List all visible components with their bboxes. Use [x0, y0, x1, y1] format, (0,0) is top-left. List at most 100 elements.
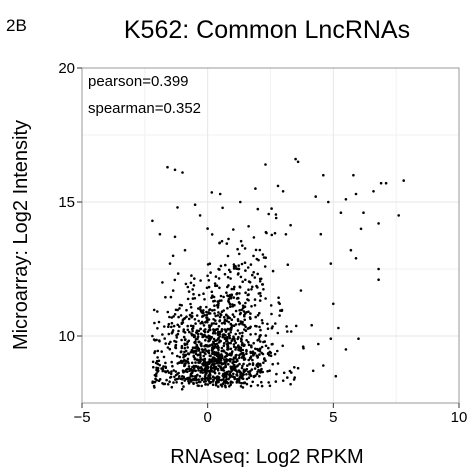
- data-point: [249, 263, 253, 266]
- data-point: [221, 362, 225, 366]
- data-point: [310, 323, 314, 327]
- data-point: [246, 298, 249, 301]
- data-point: [245, 377, 249, 381]
- data-point: [210, 290, 214, 294]
- data-point: [322, 364, 325, 367]
- data-point: [181, 171, 184, 174]
- data-point: [205, 367, 209, 370]
- data-point: [246, 327, 250, 330]
- data-point: [247, 340, 250, 344]
- data-point: [257, 348, 261, 352]
- data-point: [197, 307, 200, 310]
- data-point: [294, 324, 298, 328]
- data-point: [219, 264, 223, 268]
- data-point: [247, 280, 251, 283]
- data-point: [199, 371, 202, 374]
- data-point: [178, 303, 182, 307]
- data-point: [178, 355, 182, 359]
- data-point: [220, 239, 224, 243]
- data-point: [237, 264, 240, 267]
- data-point: [240, 308, 243, 312]
- data-point: [240, 262, 244, 266]
- data-point: [197, 369, 200, 372]
- data-point: [230, 326, 233, 329]
- data-point: [173, 375, 176, 379]
- data-point: [199, 327, 202, 331]
- data-point: [214, 332, 217, 335]
- data-point: [237, 297, 240, 300]
- data-point: [211, 380, 215, 383]
- data-point: [255, 372, 259, 376]
- data-point: [232, 372, 235, 376]
- data-point: [246, 266, 250, 269]
- data-point: [182, 330, 185, 333]
- data-point: [245, 382, 249, 386]
- data-point: [172, 369, 176, 372]
- data-point: [259, 371, 262, 374]
- data-point: [289, 223, 292, 227]
- data-point: [258, 311, 261, 315]
- data-point: [327, 200, 330, 204]
- data-point: [158, 363, 161, 367]
- data-point: [254, 248, 258, 252]
- data-point: [240, 340, 243, 343]
- data-point: [260, 345, 264, 349]
- data-point: [264, 163, 267, 166]
- data-point: [239, 320, 243, 323]
- data-point: [196, 332, 200, 336]
- data-point: [222, 295, 225, 299]
- data-point: [228, 357, 232, 361]
- data-point: [197, 361, 200, 364]
- data-point: [162, 382, 165, 386]
- data-point: [203, 298, 206, 301]
- data-point: [229, 305, 232, 309]
- data-point: [195, 374, 198, 378]
- data-point: [156, 349, 160, 353]
- data-point: [245, 311, 248, 314]
- data-point: [263, 340, 267, 343]
- data-point: [217, 325, 221, 328]
- data-point: [247, 225, 250, 228]
- data-point: [213, 312, 216, 315]
- data-point: [194, 364, 198, 368]
- data-point: [246, 293, 250, 297]
- data-point: [243, 381, 246, 385]
- data-point: [250, 288, 253, 291]
- data-point: [239, 200, 242, 204]
- data-point: [234, 265, 237, 268]
- data-point: [240, 382, 243, 385]
- data-point: [164, 366, 168, 370]
- data-point: [263, 265, 267, 268]
- data-point: [230, 339, 233, 343]
- data-point: [256, 362, 260, 365]
- data-point: [225, 377, 228, 381]
- data-point: [188, 313, 192, 317]
- data-point: [247, 288, 250, 292]
- data-point: [221, 382, 225, 386]
- data-point: [214, 314, 217, 318]
- data-point: [206, 227, 209, 230]
- data-point: [354, 192, 358, 196]
- data-point: [211, 356, 215, 359]
- data-point: [337, 326, 340, 330]
- data-point: [207, 311, 210, 314]
- data-point: [257, 292, 261, 295]
- data-point: [167, 342, 171, 346]
- data-point: [183, 379, 186, 382]
- data-point: [187, 365, 191, 368]
- data-point: [200, 367, 204, 371]
- data-point: [184, 282, 188, 286]
- data-point: [215, 380, 218, 384]
- data-point: [191, 297, 195, 300]
- data-point: [206, 350, 210, 354]
- data-point: [232, 287, 236, 291]
- data-point: [192, 354, 195, 358]
- data-point: [169, 295, 173, 299]
- data-point: [251, 362, 255, 365]
- data-point: [180, 350, 183, 353]
- data-point: [275, 372, 278, 376]
- data-point: [155, 338, 158, 342]
- data-point: [257, 337, 261, 341]
- data-point: [157, 379, 161, 383]
- data-point: [242, 370, 246, 374]
